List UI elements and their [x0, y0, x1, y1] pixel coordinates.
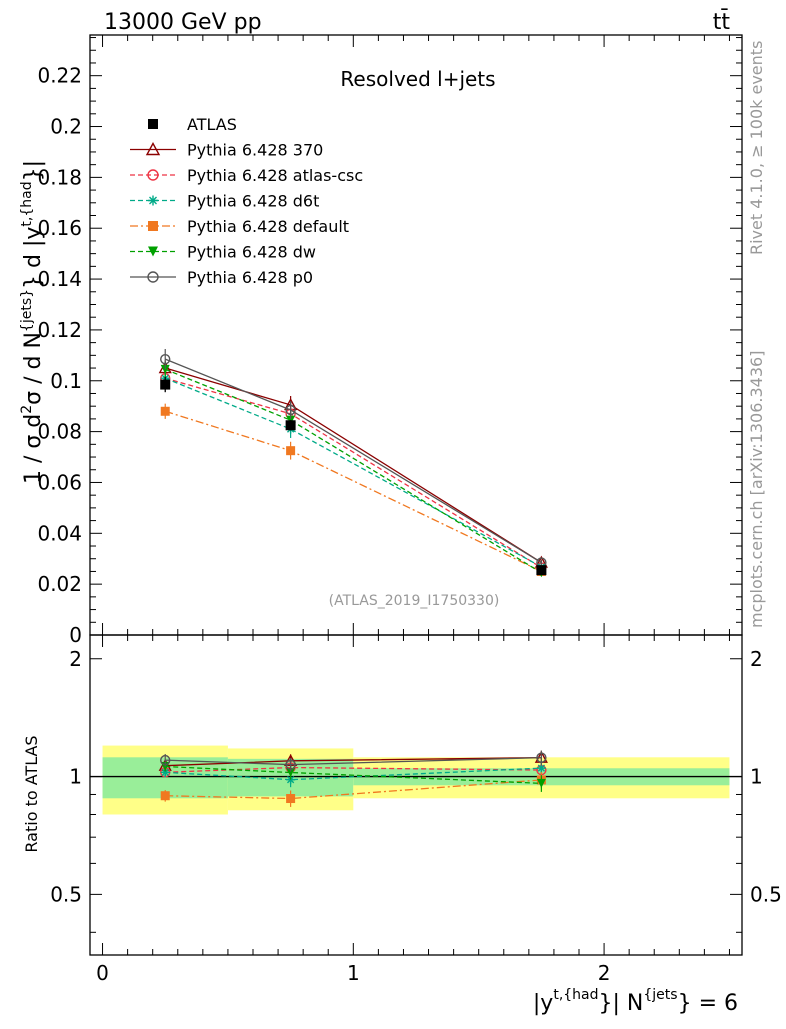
legend: ATLAS Pythia 6.428 370 Pythia 6.428 atlas-… [130, 115, 363, 287]
ratio-point [536, 763, 546, 773]
ratio-line-4 [165, 765, 542, 785]
ratio-point [160, 791, 170, 801]
ratio-y-tick-label-right: 2 [750, 647, 763, 671]
data-point [536, 565, 547, 576]
main-y-tick-label: 0.2 [50, 115, 82, 139]
legend-entry-0: Pythia 6.428 370 [130, 141, 323, 160]
main-y-tick-label: 0.22 [37, 64, 82, 88]
main-y-tick-label: 0.1 [50, 369, 82, 393]
main-y-tick-label: 0.18 [37, 165, 82, 189]
legend-label-0: Pythia 6.428 370 [187, 141, 323, 160]
legend-label-2: Pythia 6.428 d6t [187, 192, 319, 211]
series-line-0 [165, 367, 542, 564]
legend-label-4: Pythia 6.428 dw [187, 243, 316, 262]
series-point [160, 353, 171, 365]
main-y-tick-label: 0.12 [37, 318, 82, 342]
legend-marker-0 [145, 142, 161, 156]
ratio-point [536, 778, 546, 788]
ratio-y-tick-label: 0.5 [50, 882, 82, 906]
legend-label-atlas: ATLAS [187, 115, 237, 134]
ratio-point [285, 759, 296, 770]
legend-entry-1: Pythia 6.428 atlas-csc [130, 166, 363, 185]
main-y-axis-label: 1 / σ d2σ / d N{jets}} d |yt,{had}| [19, 160, 46, 484]
data-point [160, 379, 171, 390]
data-point [285, 420, 296, 431]
axes: 0 0.02 0.04 0.06 0.08 0.1 0.12 0.14 0.16 0.18 0.2 0… [37, 34, 782, 985]
legend-marker-2 [148, 195, 158, 206]
ratio-y-tick-label: 1 [69, 765, 82, 789]
x-tick-label: 0 [96, 961, 109, 985]
ratio-line-3 [165, 779, 542, 800]
ratio-y-axis-label: Ratio to ATLAS [22, 735, 41, 852]
legend-label-1: Pythia 6.428 atlas-csc [187, 166, 363, 185]
main-y-tick-label: 0.08 [37, 420, 82, 444]
ratio-uncertainty-bands [90, 745, 742, 815]
legend-label-3: Pythia 6.428 default [187, 217, 349, 236]
beam-label: 13000 GeV pp [104, 10, 262, 35]
ratio-point [286, 767, 296, 777]
ratio-point [286, 794, 296, 804]
ratio-y-tick-label-right: 0.5 [750, 882, 782, 906]
ratio-point [286, 775, 296, 785]
legend-marker-atlas [148, 119, 158, 129]
legend-label-5: Pythia 6.428 p0 [187, 268, 313, 287]
main-y-tick-label: 0.06 [37, 470, 82, 494]
ratio-point [160, 767, 170, 777]
ratio-plot [158, 750, 548, 807]
legend-entry-5: Pythia 6.428 p0 [130, 268, 313, 287]
series-line-1 [165, 377, 542, 569]
legend-marker-1 [147, 169, 159, 181]
plot-title: Resolved l+jets [340, 67, 495, 91]
ratio-y-tick-label: 2 [69, 647, 82, 671]
rivet-label: Rivet 4.1.0, ≥ 100k events [747, 41, 766, 255]
legend-entry-4: Pythia 6.428 dw [130, 243, 316, 262]
ratio-point [536, 752, 547, 763]
legend-entry-2: Pythia 6.428 d6t [130, 192, 319, 211]
ratio-line-2 [165, 767, 542, 781]
legend-marker-5 [147, 271, 159, 283]
ratio-y-tick-label-right: 1 [750, 765, 763, 789]
series-point [285, 404, 296, 416]
ratio-line-1 [165, 766, 542, 773]
x-tick-label: 1 [347, 961, 360, 985]
main-y-tick-label: 0.02 [37, 572, 82, 596]
ratio-frame [89, 634, 743, 956]
main-y-tick-label: 0 [69, 623, 82, 647]
legend-entry-atlas: ATLAS [148, 115, 237, 134]
main-y-tick-label: 0.14 [37, 267, 82, 291]
legend-entry-3: Pythia 6.428 default [130, 217, 349, 236]
x-tick-label: 2 [598, 961, 611, 985]
series-line-4 [164, 368, 542, 574]
series-point [160, 406, 170, 416]
main-y-tick-label: 0.16 [37, 216, 82, 240]
main-y-tick-label: 0.04 [37, 521, 82, 545]
series-point [286, 446, 296, 456]
legend-marker-4 [148, 246, 158, 257]
x-axis-label: |yt,{had}| N{jets} = 6 [533, 987, 738, 1016]
process-label: tt̄ [713, 9, 731, 35]
analysis-id: (ATLAS_2019_I1750330) [329, 593, 500, 609]
series-line-5 [164, 358, 542, 564]
series-line-3 [165, 410, 542, 573]
main-plot [158, 348, 548, 578]
legend-marker-3 [148, 221, 158, 231]
ratio-point [160, 754, 171, 766]
mcplots-label: mcplots.cern.ch [arXiv:1306.3436] [747, 351, 766, 628]
